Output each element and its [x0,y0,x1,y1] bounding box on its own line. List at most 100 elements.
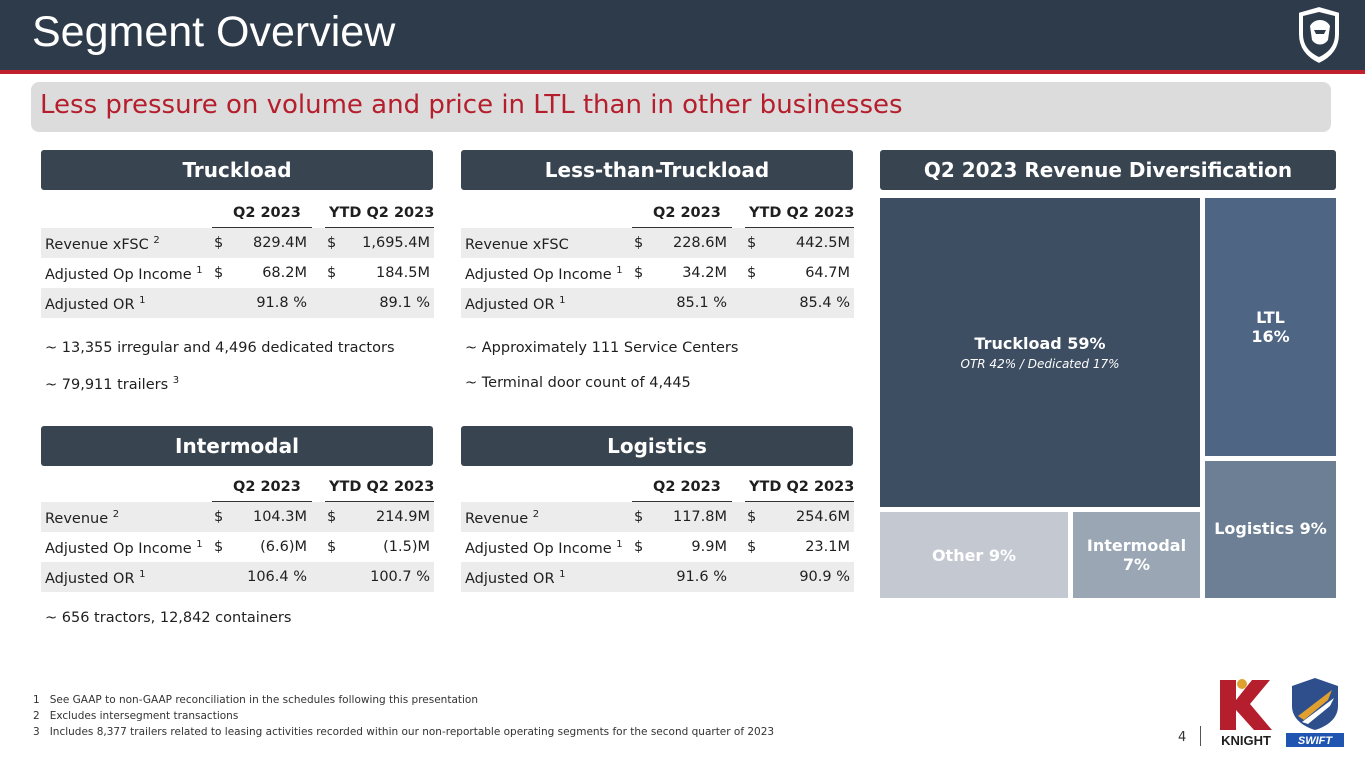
q2-value: 9.9M [691,539,727,555]
q2-value: 117.8M [672,509,727,525]
currency-symbol: $ [634,265,644,281]
currency-symbol: $ [747,509,757,525]
tile-truckload-sub: OTR 42% / Dedicated 17% [960,357,1120,371]
row-label: Adjusted OR 1 [465,295,566,313]
column-header-q2: Q2 2023 [233,479,301,495]
row-label: Adjusted Op Income 1 [465,265,623,283]
truckload-header: Truckload [41,150,433,190]
ytd-value: 85.4 % [799,295,850,311]
ytd-value: 442.5M [795,235,850,251]
currency-symbol: $ [214,265,224,281]
currency-symbol: $ [634,539,644,555]
subtitle: Less pressure on volume and price in LTL… [40,90,903,120]
q2-value: 85.1 % [676,295,727,311]
column-header-ytd: YTD Q2 2023 [329,205,435,221]
tile-truckload-label: Truckload 59% [974,334,1106,353]
tile-intermodal-label: Intermodal [1086,536,1187,555]
column-header-rule [745,501,854,502]
ytd-value: 64.7M [805,265,850,281]
column-header-ytd: YTD Q2 2023 [749,479,855,495]
q2-value: 68.2M [262,265,307,281]
row-label: Revenue 2 [45,509,120,527]
q2-value: 106.4 % [247,569,307,585]
tile-logistics: Logistics 9% [1205,461,1336,598]
ytd-value: 23.1M [805,539,850,555]
currency-symbol: $ [214,235,224,251]
tile-ltl-label: LTL [1256,308,1285,327]
q2-value: 104.3M [252,509,307,525]
ytd-value: 254.6M [795,509,850,525]
q2-value: 91.6 % [676,569,727,585]
ytd-value: 100.7 % [370,569,430,585]
ytd-value: (1.5)M [383,539,430,555]
currency-symbol: $ [747,235,757,251]
tile-intermodal: Intermodal 7% [1073,512,1200,598]
table-row: Adjusted Op Income 1 $68.2M $184.5M [41,258,434,288]
row-label: Adjusted OR 1 [465,569,566,587]
currency-symbol: $ [634,509,644,525]
column-header-rule [212,227,312,228]
swift-logo: SWIFT [1286,678,1344,747]
tile-truckload: Truckload 59% OTR 42% / Dedicated 17% [880,198,1200,507]
swift-logo-text: SWIFT [1298,735,1333,747]
logistics-header: Logistics [461,426,853,466]
knight-logo: KNIGHT [1220,679,1272,748]
tile-ltl-value: 16% [1251,327,1290,346]
column-header-q2: Q2 2023 [653,479,721,495]
column-header-rule [212,501,312,502]
column-header-rule [632,501,732,502]
page-number: 4 [1178,730,1187,745]
table-row: Revenue 2 $117.8M $254.6M [461,502,854,532]
column-header-ytd: YTD Q2 2023 [329,479,435,495]
row-label: Adjusted OR 1 [45,569,146,587]
row-label: Adjusted Op Income 1 [465,539,623,557]
truckload-note: ~ 79,911 trailers 3 [45,375,180,393]
ytd-value: 89.1 % [379,295,430,311]
table-row: Adjusted Op Income 1 $9.9M $23.1M [461,532,854,562]
truckload-table: Q2 2023 YTD Q2 2023 Revenue xFSC 2 $829.4M $… [41,205,434,320]
table-row: Revenue xFSC 2 $829.4M $1,695.4M [41,228,434,258]
table-row: Adjusted Op Income 1 $34.2M $64.7M [461,258,854,288]
footnote: 3 Includes 8,377 trailers related to lea… [33,726,775,738]
row-label: Revenue xFSC [465,236,569,253]
column-header-rule [632,227,732,228]
column-header-q2: Q2 2023 [233,205,301,221]
column-header-rule [325,501,434,502]
table-row: Adjusted Op Income 1 $ (6.6)M $ (1.5)M [41,532,434,562]
currency-symbol: $ [327,539,337,555]
tile-other: Other 9% [880,512,1068,598]
intermodal-note: ~ 656 tractors, 12,842 containers [45,610,292,626]
intermodal-header: Intermodal [41,426,433,466]
ytd-value: 214.9M [375,509,430,525]
column-header-rule [745,227,854,228]
table-row: Adjusted OR 1 91.8 % 89.1 % [41,288,434,318]
subtitle-banner: Less pressure on volume and price in LTL… [31,82,1331,132]
currency-symbol: $ [747,265,757,281]
title-bar-accent [0,70,1365,74]
ltl-header: Less-than-Truckload [461,150,853,190]
knight-helmet-shield-icon [1297,4,1341,66]
q2-value: 91.8 % [256,295,307,311]
ltl-note: ~ Approximately 111 Service Centers [465,340,739,356]
page-title: Segment Overview [32,8,396,56]
tile-ltl: LTL 16% [1205,198,1336,456]
table-row: Revenue 2 $104.3M $214.9M [41,502,434,532]
knight-logo-text: KNIGHT [1221,733,1271,748]
column-header-ytd: YTD Q2 2023 [749,205,855,221]
row-label: Revenue 2 [465,509,540,527]
ltl-note: ~ Terminal door count of 4,445 [465,375,691,391]
tile-logistics-label: Logistics 9% [1214,519,1327,538]
ytd-value: 90.9 % [799,569,850,585]
currency-symbol: $ [747,539,757,555]
q2-value: 829.4M [252,235,307,251]
diversification-header: Q2 2023 Revenue Diversification [880,150,1336,190]
tile-intermodal-value: 7% [1122,555,1151,574]
currency-symbol: $ [214,539,224,555]
row-label: Adjusted OR 1 [45,295,146,313]
row-label: Adjusted Op Income 1 [45,265,203,283]
title-bar [0,0,1365,70]
table-row: Adjusted OR 1 91.6 % 90.9 % [461,562,854,592]
currency-symbol: $ [327,509,337,525]
ltl-table: Q2 2023 YTD Q2 2023 Revenue xFSC $228.6M $4… [461,205,854,320]
tile-other-label: Other 9% [931,545,1017,565]
